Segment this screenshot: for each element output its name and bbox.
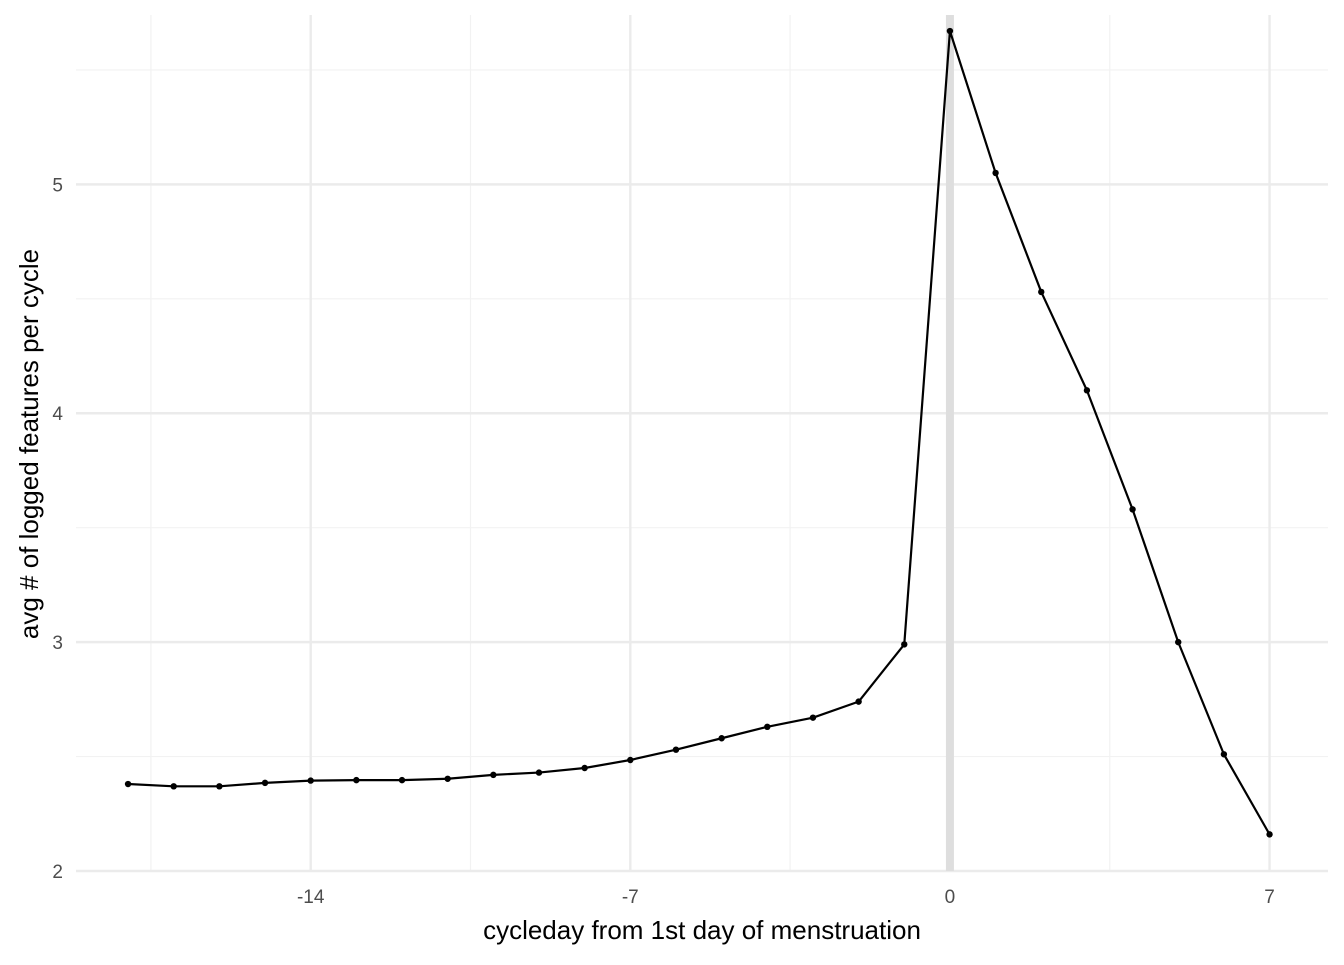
data-point-18 (946, 27, 954, 35)
series-group (124, 27, 1273, 838)
data-point-15 (809, 714, 817, 721)
x-tick-label-0: -14 (297, 887, 325, 908)
x-tick-label-1: -7 (622, 887, 639, 908)
data-point-7 (444, 775, 451, 782)
data-point-20 (1038, 288, 1045, 296)
data-point-0 (124, 780, 132, 788)
series-line-0 (127, 29, 1271, 835)
data-point-9 (535, 769, 543, 776)
data-point-21 (1083, 387, 1091, 394)
data-point-1 (170, 783, 177, 790)
data-point-24 (1220, 751, 1228, 758)
data-point-4 (307, 777, 314, 784)
data-point-12 (672, 746, 680, 753)
data-point-11 (627, 756, 634, 764)
y-tick-label-1: 3 (52, 633, 63, 654)
grid-lines (76, 15, 1328, 873)
data-point-14 (764, 723, 771, 731)
data-point-19 (992, 169, 999, 177)
data-point-10 (581, 764, 588, 772)
data-point-3 (261, 779, 269, 787)
y-tick-label-2: 4 (52, 404, 63, 425)
x-tick-label-3: 7 (1264, 887, 1275, 908)
data-point-17 (901, 641, 908, 648)
data-point-22 (1129, 506, 1136, 513)
x-axis-title: cycleday from 1st day of menstruation (483, 915, 921, 945)
x-tick-label-2: 0 (945, 887, 956, 908)
y-tick-label-3: 5 (52, 175, 63, 196)
data-point-5 (353, 776, 360, 784)
y-tick-label-0: 2 (52, 862, 63, 883)
data-point-6 (398, 776, 406, 784)
data-point-13 (718, 735, 725, 742)
data-point-16 (855, 698, 862, 705)
data-point-8 (490, 771, 497, 779)
tick-labels: -14 -7 0 7 2 3 4 5 (52, 175, 1274, 908)
data-point-25 (1266, 831, 1273, 838)
y-axis-title: avg # of logged features per cycle (14, 249, 44, 639)
data-point-2 (216, 783, 223, 790)
data-point-23 (1175, 638, 1182, 646)
